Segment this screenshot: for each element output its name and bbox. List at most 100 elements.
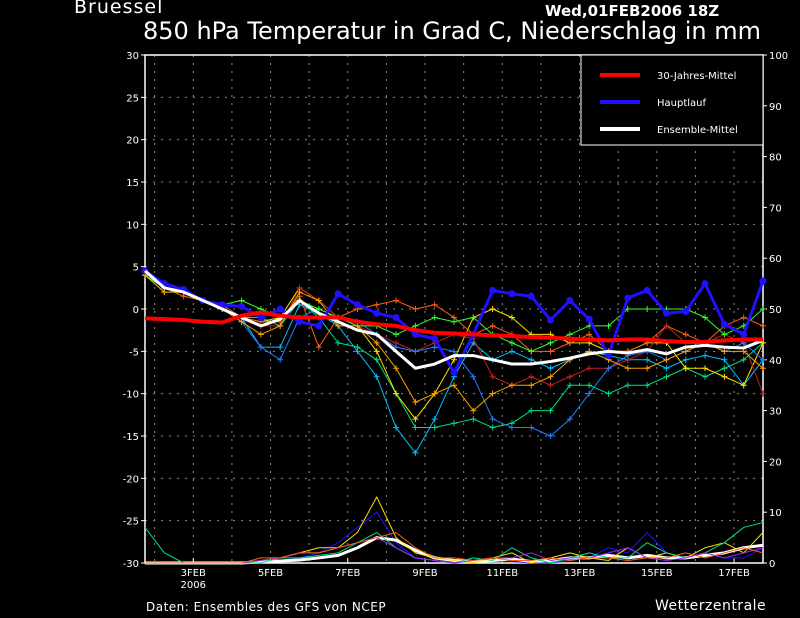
legend-label: Ensemble-Mittel xyxy=(657,125,738,136)
chart-title: 850 hPa Temperatur in Grad C, Niederschl… xyxy=(143,17,762,45)
hauptlauf-point xyxy=(701,280,709,288)
member-point xyxy=(393,390,400,397)
member-point xyxy=(566,373,573,380)
member-point xyxy=(451,420,457,427)
member-point xyxy=(663,356,670,363)
member-point xyxy=(721,365,728,372)
member-point xyxy=(508,314,515,321)
member-point xyxy=(547,365,554,372)
member-point xyxy=(451,318,457,325)
member-point xyxy=(412,424,419,431)
run-time: Wed,01FEB2006 18Z xyxy=(545,2,720,20)
member-point xyxy=(431,424,438,431)
hauptlauf-point xyxy=(296,318,303,326)
member-point xyxy=(586,365,593,372)
y2-tick-label: 80 xyxy=(769,153,782,164)
x-tick-label: 5FEB xyxy=(258,568,283,579)
legend-label: Hauptlauf xyxy=(657,98,706,109)
member-point xyxy=(721,331,728,338)
member-point xyxy=(547,348,554,355)
member-point xyxy=(624,365,631,372)
member-point xyxy=(508,339,515,346)
member-point xyxy=(760,306,766,312)
precip-line xyxy=(145,537,764,564)
precip-line xyxy=(145,511,764,564)
member-point xyxy=(257,331,264,338)
y2-tick-label: 0 xyxy=(769,559,775,570)
y-tick-label: 25 xyxy=(126,93,139,104)
hauptlauf-point xyxy=(662,309,670,317)
member-point xyxy=(702,373,709,380)
member-point xyxy=(470,416,477,423)
member-point xyxy=(547,373,554,380)
member-point xyxy=(566,339,573,346)
member-point xyxy=(277,322,284,329)
member-point xyxy=(412,399,419,406)
member-point xyxy=(373,348,380,355)
member-point xyxy=(489,322,496,329)
hauptlauf-point xyxy=(353,301,361,309)
member-point xyxy=(489,416,496,423)
precip-line xyxy=(145,496,764,564)
member-point xyxy=(238,318,245,325)
member-point xyxy=(470,314,477,321)
member-point xyxy=(566,382,573,389)
member-point xyxy=(566,416,573,423)
member-point xyxy=(760,356,766,363)
member-point xyxy=(393,424,400,431)
member-point xyxy=(740,382,747,389)
member-line xyxy=(144,274,764,420)
hauptlauf-point xyxy=(566,297,574,305)
y2-tick-label: 70 xyxy=(769,203,782,214)
member-point xyxy=(528,424,535,431)
x-tick-label: 15FEB xyxy=(641,568,673,579)
member-point xyxy=(682,365,689,372)
y-tick-label: 30 xyxy=(126,51,139,62)
member-point xyxy=(315,306,322,312)
member-point xyxy=(605,322,612,329)
member-point xyxy=(277,356,284,363)
member-point xyxy=(586,390,593,397)
hauptlauf-point xyxy=(373,309,381,317)
member-point xyxy=(528,407,535,414)
member-point xyxy=(740,356,747,363)
member-point xyxy=(528,382,535,389)
member-point xyxy=(431,390,438,397)
climatology-line xyxy=(144,310,763,345)
y-tick-label: -10 xyxy=(123,390,139,401)
member-point xyxy=(296,289,303,296)
member-point xyxy=(508,424,515,431)
member-point xyxy=(508,382,515,389)
y-tick-label: -5 xyxy=(129,347,139,358)
member-point xyxy=(547,382,554,389)
hauptlauf-point xyxy=(605,352,612,360)
member-point xyxy=(508,348,515,355)
member-point xyxy=(238,297,245,304)
member-point xyxy=(335,339,342,346)
member-point xyxy=(451,348,457,355)
member-point xyxy=(161,289,168,296)
member-point xyxy=(644,306,651,312)
brand-label: Wetterzentrale xyxy=(655,598,767,614)
member-point xyxy=(470,373,477,380)
member-point xyxy=(373,373,380,380)
legend-label: 30-Jahres-Mittel xyxy=(657,71,736,82)
member-point xyxy=(412,306,419,312)
hauptlauf-point xyxy=(392,313,400,321)
member-point xyxy=(663,365,670,372)
member-point xyxy=(760,322,766,329)
hauptlauf-point xyxy=(720,320,728,328)
x-tick-label: 9FEB xyxy=(412,568,437,579)
data-credit: Daten: Ensembles des GFS von NCEP xyxy=(146,600,387,614)
y-tick-label: 5 xyxy=(133,263,139,274)
member-point xyxy=(644,356,651,363)
hauptlauf-point xyxy=(759,277,767,285)
y-tick-label: -15 xyxy=(123,432,139,443)
member-point xyxy=(412,449,419,456)
member-point xyxy=(721,348,728,355)
x-tick-label: 17FEB xyxy=(718,568,750,579)
member-point xyxy=(431,344,438,351)
member-point xyxy=(663,373,670,380)
member-point xyxy=(547,433,554,439)
member-point xyxy=(547,407,554,414)
